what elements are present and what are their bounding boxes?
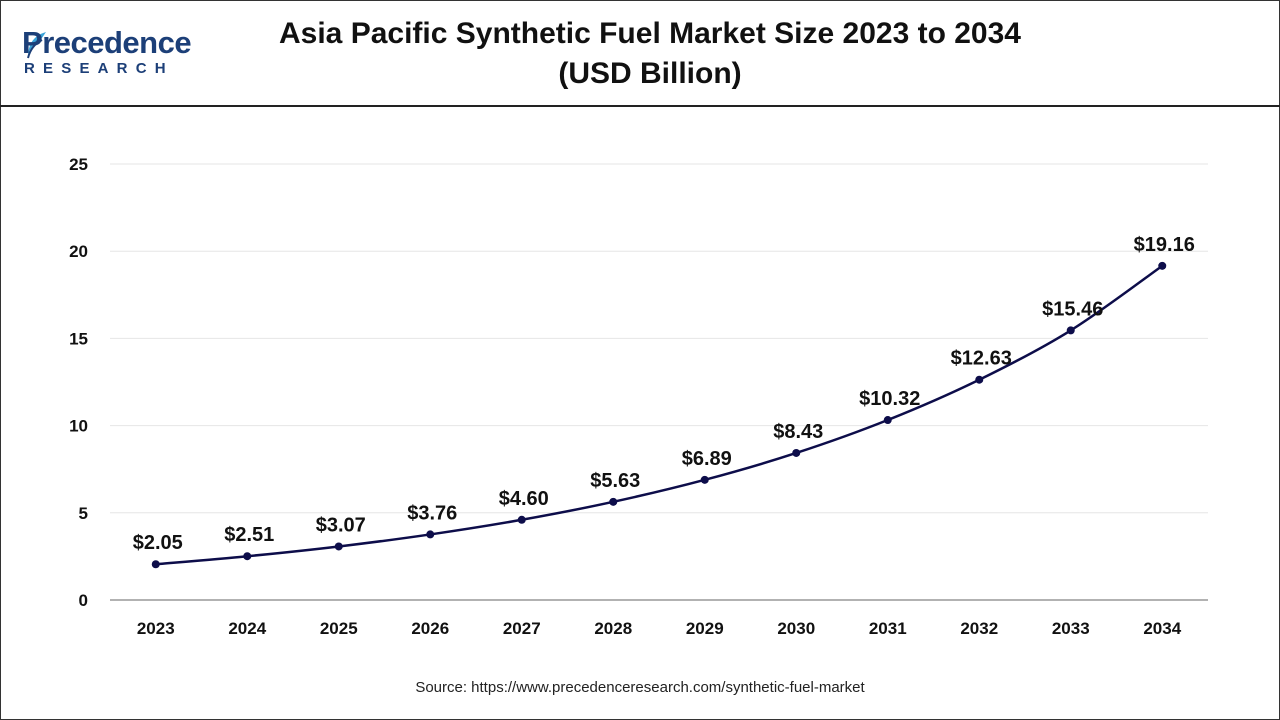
data-point: [243, 552, 252, 561]
data-point: [609, 497, 618, 506]
x-tick-label: 2026: [411, 619, 449, 638]
data-label: $3.07: [316, 514, 366, 536]
data-label: $5.63: [590, 470, 640, 492]
title-line-1: Asia Pacific Synthetic Fuel Market Size …: [278, 17, 1021, 50]
logo-wordmark: Precedence: [22, 25, 192, 60]
y-tick-label: 10: [69, 417, 88, 436]
data-label: $2.05: [133, 532, 183, 554]
x-tick-label: 2034: [1143, 619, 1181, 638]
series-line: [154, 264, 1164, 566]
chart-title: Asia Pacific Synthetic Fuel Market Size …: [260, 14, 1040, 94]
data-point: [883, 416, 892, 425]
x-tick-label: 2033: [1052, 619, 1090, 638]
x-tick-label: 2029: [686, 619, 724, 638]
x-tick-label: 2032: [960, 619, 998, 638]
data-label: $10.32: [859, 388, 920, 410]
y-tick-label: 25: [69, 155, 88, 174]
y-tick-label: 15: [69, 329, 88, 348]
data-point: [700, 475, 709, 484]
title-line-2: (USD Billion): [558, 57, 742, 90]
data-label: $2.51: [224, 524, 274, 546]
data-point: [975, 375, 984, 384]
logo-first-letter: P: [22, 25, 43, 60]
x-tick-label: 2023: [137, 619, 175, 638]
data-point: [1158, 261, 1167, 270]
x-tick-label: 2025: [320, 619, 358, 638]
y-tick-label: 5: [79, 504, 88, 523]
data-point: [426, 530, 435, 539]
x-tick-label: 2027: [503, 619, 541, 638]
x-tick-label: 2028: [594, 619, 632, 638]
data-label: $19.16: [1134, 234, 1195, 256]
brand-logo: Precedence RESEARCH: [22, 26, 222, 86]
data-point: [151, 560, 160, 569]
leaf-logo-icon: [27, 32, 46, 59]
x-tick-label: 2024: [228, 619, 266, 638]
data-point: [1066, 326, 1075, 335]
data-label: $15.46: [1042, 298, 1103, 320]
data-point: [792, 448, 801, 457]
data-label: $6.89: [682, 448, 732, 470]
data-point: [517, 515, 526, 524]
header: Precedence RESEARCH Asia Pacific Synthet…: [0, 0, 1280, 107]
logo-top-text: recedence: [42, 25, 192, 60]
x-tick-label: 2030: [777, 619, 815, 638]
y-tick-label: 20: [69, 242, 88, 261]
y-tick-label: 0: [79, 591, 88, 610]
data-label: $3.76: [407, 502, 457, 524]
source-note: Source: https://www.precedenceresearch.c…: [415, 679, 865, 696]
data-label: $4.60: [499, 488, 549, 510]
logo-bottom-text: RESEARCH: [24, 60, 174, 77]
data-label: $8.43: [773, 421, 823, 443]
data-point: [334, 542, 343, 551]
data-label: $12.63: [951, 348, 1012, 370]
x-tick-label: 2031: [869, 619, 907, 638]
